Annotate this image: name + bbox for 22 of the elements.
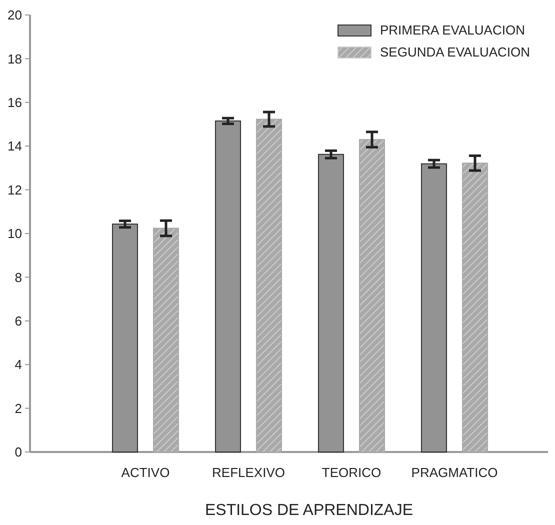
bar <box>256 118 282 452</box>
bar <box>359 139 385 452</box>
x-tick-label: ACTIVO <box>121 465 170 480</box>
legend-label: SEGUNDA EVALUACION <box>380 44 530 60</box>
y-tick-label: 16 <box>8 94 22 110</box>
y-tick-label: 12 <box>8 182 22 198</box>
y-tick-label: 8 <box>14 270 22 285</box>
y-tick-label: 14 <box>8 138 22 154</box>
y-tick-label: 0 <box>14 444 22 460</box>
y-tick-label: 18 <box>8 51 22 66</box>
y-tick-label: 4 <box>14 357 22 372</box>
x-axis-title: ESTILOS DE APRENDIZAJE <box>204 502 414 519</box>
y-tick-label: 10 <box>8 226 22 242</box>
x-tick-label: TEORICO <box>322 465 382 480</box>
y-tick-label: 2 <box>14 400 22 416</box>
x-tick-label: REFLEXIVO <box>212 465 285 480</box>
legend-label: PRIMERA EVALUACION <box>380 22 525 38</box>
y-tick-label: 6 <box>14 313 22 328</box>
bar <box>153 228 179 452</box>
y-tick-label: 20 <box>8 8 22 23</box>
x-tick-label: PRAGMATICO <box>411 465 498 480</box>
bar <box>462 162 488 452</box>
